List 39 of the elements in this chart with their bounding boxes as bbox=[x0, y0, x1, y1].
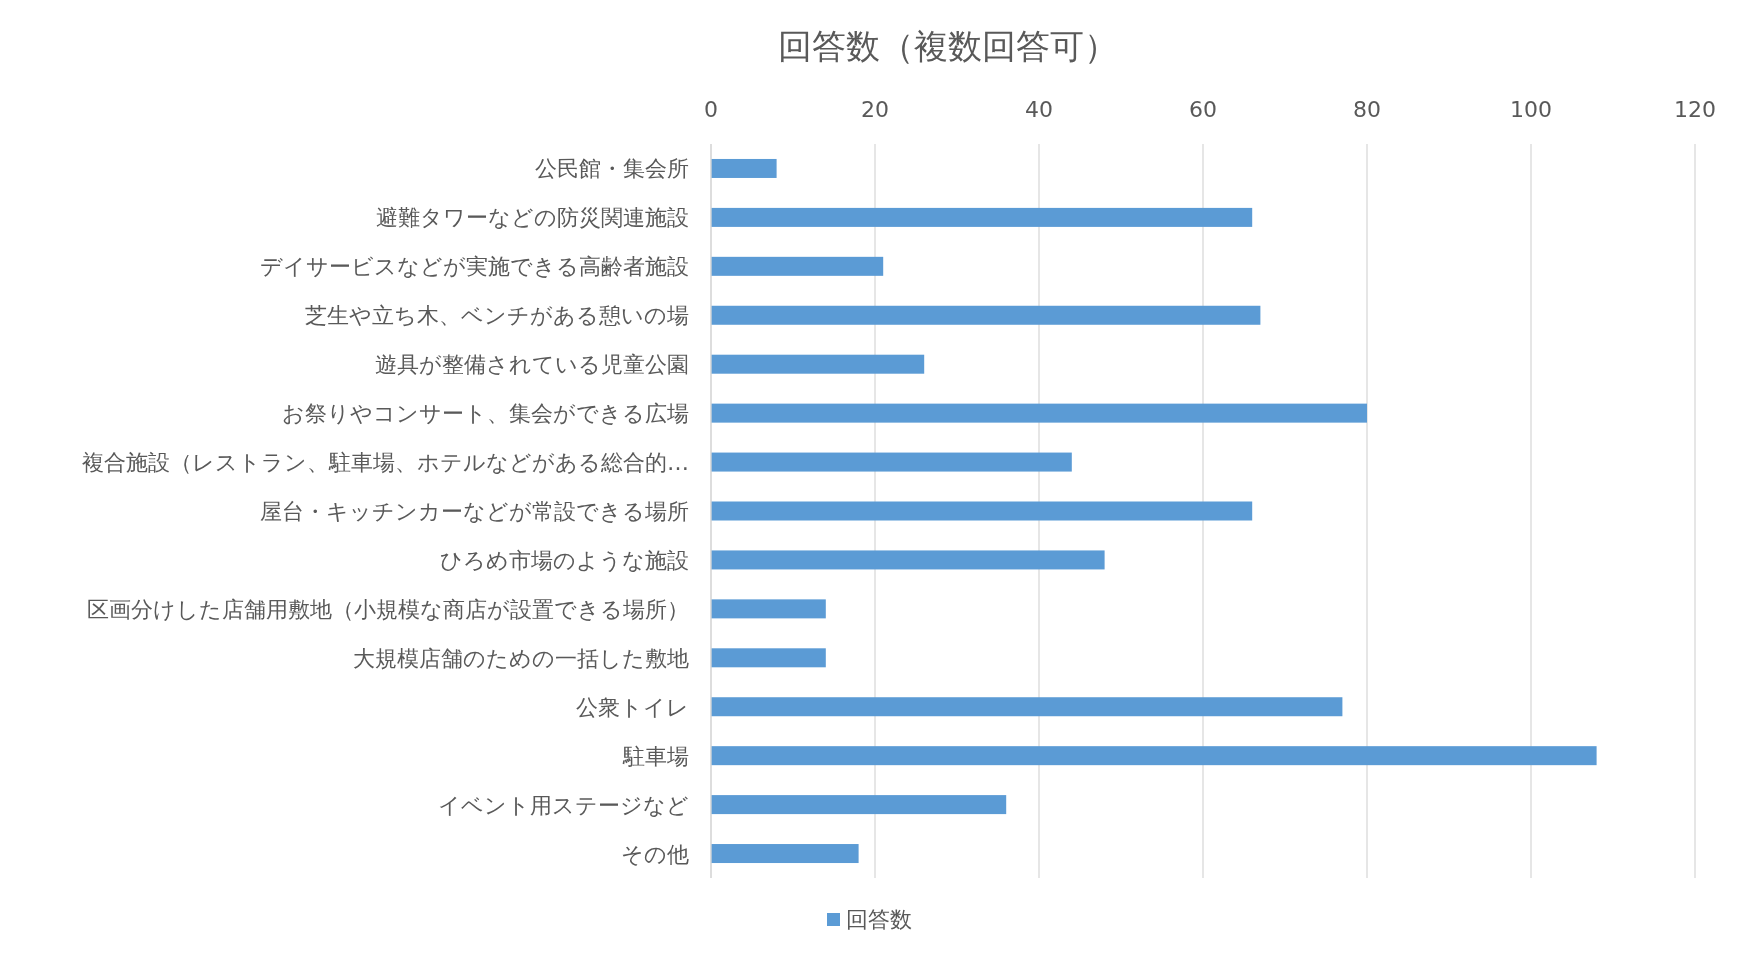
y-tick-label: 屋台・キッチンカーなどが常設できる場所 bbox=[260, 499, 689, 524]
y-tick-label: 芝生や立ち木、ベンチがある憩いの場 bbox=[305, 303, 689, 329]
bar bbox=[711, 550, 1105, 570]
y-tick-label: お祭りやコンサート、集会ができる広場 bbox=[282, 401, 689, 427]
x-tick-label: 40 bbox=[1025, 97, 1053, 122]
bar bbox=[711, 305, 1261, 325]
bar bbox=[711, 599, 826, 619]
bar bbox=[711, 403, 1367, 423]
x-tick-label: 60 bbox=[1189, 97, 1217, 122]
bar bbox=[711, 648, 826, 668]
bar bbox=[711, 158, 777, 178]
x-tick-label: 20 bbox=[861, 97, 889, 122]
bar bbox=[711, 207, 1253, 227]
bar bbox=[711, 844, 859, 864]
y-tick-label: 駐車場 bbox=[622, 743, 689, 769]
bar bbox=[711, 746, 1597, 766]
x-tick-label: 100 bbox=[1510, 97, 1552, 122]
x-tick-label: 0 bbox=[704, 97, 718, 122]
bar bbox=[711, 501, 1253, 521]
y-tick-label: イベント用ステージなど bbox=[438, 792, 689, 818]
legend-label: 回答数 bbox=[846, 907, 912, 932]
y-tick-label: 避難タワーなどの防災関連施設 bbox=[376, 205, 689, 231]
bar bbox=[711, 354, 925, 374]
y-tick-label: 複合施設（レストラン、駐車場、ホテルなどがある総合的… bbox=[82, 450, 689, 476]
y-tick-label: 区画分けした店舗用敷地（小規模な商店が設置できる場所） bbox=[87, 596, 689, 622]
bar bbox=[711, 256, 884, 276]
chart-title: 回答数（複数回答可） bbox=[778, 26, 1118, 66]
y-tick-label: 大規模店舗のための一括した敷地 bbox=[353, 645, 689, 671]
bar bbox=[711, 452, 1072, 472]
y-tick-label: 公衆トイレ bbox=[576, 694, 689, 720]
y-tick-label: ひろめ市場のような施設 bbox=[440, 547, 689, 573]
x-tick-label: 80 bbox=[1353, 97, 1381, 122]
bar bbox=[711, 795, 1007, 815]
y-tick-label: その他 bbox=[621, 841, 689, 867]
bar bbox=[711, 697, 1343, 717]
y-tick-label: 公民館・集会所 bbox=[535, 156, 689, 182]
y-tick-label: 遊具が整備されている児童公園 bbox=[375, 352, 689, 378]
y-tick-label: デイサービスなどが実施できる高齢者施設 bbox=[260, 254, 689, 280]
x-tick-label: 120 bbox=[1674, 97, 1716, 122]
